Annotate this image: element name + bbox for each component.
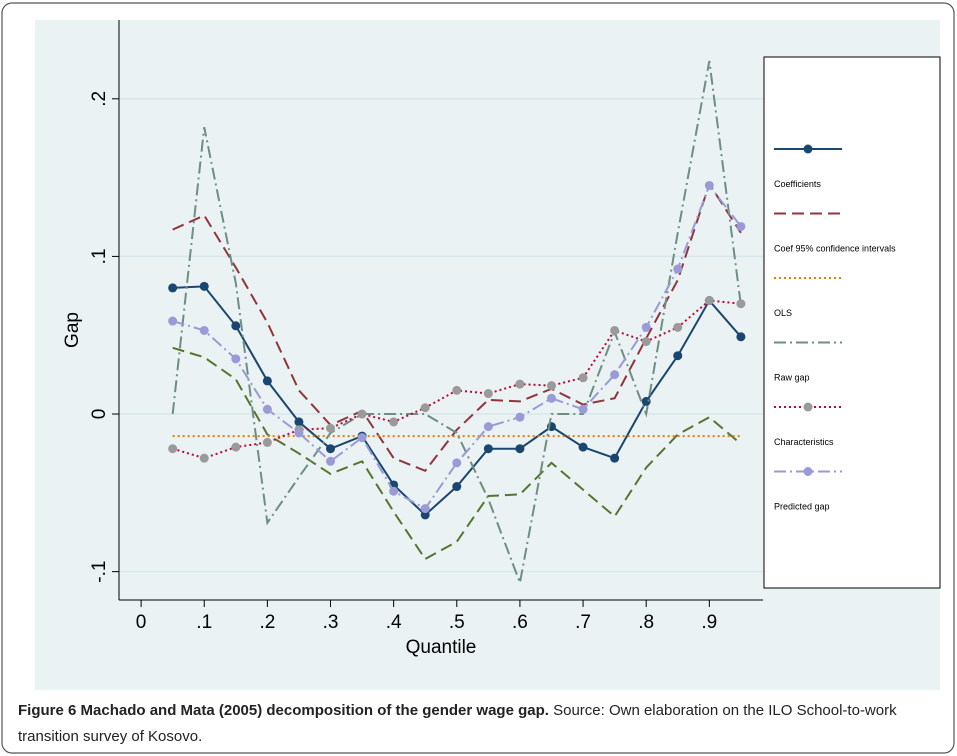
data-point [420, 504, 430, 514]
data-point [452, 482, 462, 492]
legend-marker [803, 467, 813, 476]
x-tick-label: .8 [638, 612, 654, 633]
x-tick-label: .3 [323, 612, 339, 633]
legend-box [763, 56, 941, 589]
data-point [357, 433, 367, 443]
grid [119, 98, 763, 573]
data-point [704, 296, 714, 306]
legend-label: Predicted gap [774, 502, 830, 512]
data-point [610, 370, 620, 380]
data-point [294, 428, 304, 438]
data-point [704, 180, 714, 190]
y-tick-label: .1 [89, 248, 110, 264]
data-point [452, 385, 462, 395]
data-point [199, 453, 209, 463]
data-point [452, 458, 462, 468]
data-point [483, 389, 493, 399]
data-point [483, 422, 493, 432]
x-tick-label: .9 [701, 612, 717, 633]
x-tick-label: .6 [512, 612, 528, 633]
data-point [389, 486, 399, 496]
data-point [641, 337, 651, 347]
data-point [578, 404, 588, 414]
caption-text: Source: Own elaboration on the ILO Schoo… [18, 702, 897, 745]
data-point [641, 396, 651, 406]
data-point [673, 351, 683, 361]
legend-marker [803, 402, 813, 412]
x-tick-label: .2 [259, 612, 275, 633]
data-point [357, 409, 367, 419]
data-point [546, 393, 556, 403]
data-point [231, 354, 241, 364]
x-tick-label: .4 [386, 612, 402, 633]
legend-marker [803, 144, 813, 154]
legend-label: Characteristics [774, 437, 834, 447]
data-point [420, 510, 430, 520]
data-point [610, 325, 620, 335]
y-tick-label: .2 [89, 91, 110, 107]
data-point [420, 403, 430, 413]
data-point [199, 281, 209, 291]
data-point [673, 322, 683, 332]
data-point [231, 442, 241, 452]
data-point [515, 379, 525, 389]
x-axis-title: Quantile [406, 637, 477, 658]
legend-label: Coefficients [774, 179, 821, 189]
data-point [294, 417, 304, 427]
data-point [168, 283, 178, 293]
plot-lines [168, 60, 746, 587]
data-point [168, 316, 178, 326]
data-point [326, 456, 336, 466]
y-tick-label: 0 [89, 409, 110, 420]
x-tick-label: .7 [575, 612, 591, 633]
legend-label: Coef 95% confidence intervals [774, 244, 896, 254]
data-point [262, 437, 272, 447]
data-point [610, 453, 620, 463]
data-point [389, 417, 399, 427]
caption: Figure 6 Machado and Mata (2005) decompo… [18, 698, 943, 750]
series-line [172, 346, 742, 561]
data-point [483, 444, 493, 454]
legend-label: Raw gap [774, 373, 810, 383]
legend: Coefficients Coef 95% confidence interval… [774, 144, 896, 512]
data-point [326, 444, 336, 454]
data-point [515, 444, 525, 454]
caption-label: Figure 6 Machado and Mata (2005) decompo… [18, 702, 549, 719]
data-point [736, 221, 746, 231]
data-point [168, 444, 178, 454]
series-line [171, 60, 742, 587]
x-tick-label: .5 [449, 612, 465, 633]
data-point [641, 322, 651, 332]
data-point [736, 332, 746, 342]
data-point [578, 442, 588, 452]
data-point [262, 376, 272, 386]
data-point [578, 373, 588, 383]
data-point [231, 321, 241, 331]
x-tick-label: 0 [136, 612, 147, 633]
legend-label: OLS [774, 308, 792, 318]
data-point [199, 325, 209, 335]
data-point [673, 264, 683, 274]
data-point [326, 423, 336, 433]
data-point [546, 381, 556, 391]
axes: -.1 0 .1 .2 0 .1 .2 .3 .4 .5 .6 .7 .8 .9 [89, 20, 763, 633]
y-axis-title: Gap [62, 312, 83, 348]
data-point [515, 412, 525, 422]
x-tick-label: .1 [196, 612, 212, 633]
data-point [262, 404, 272, 414]
data-point [736, 299, 746, 309]
y-tick-label: -.1 [89, 561, 110, 583]
